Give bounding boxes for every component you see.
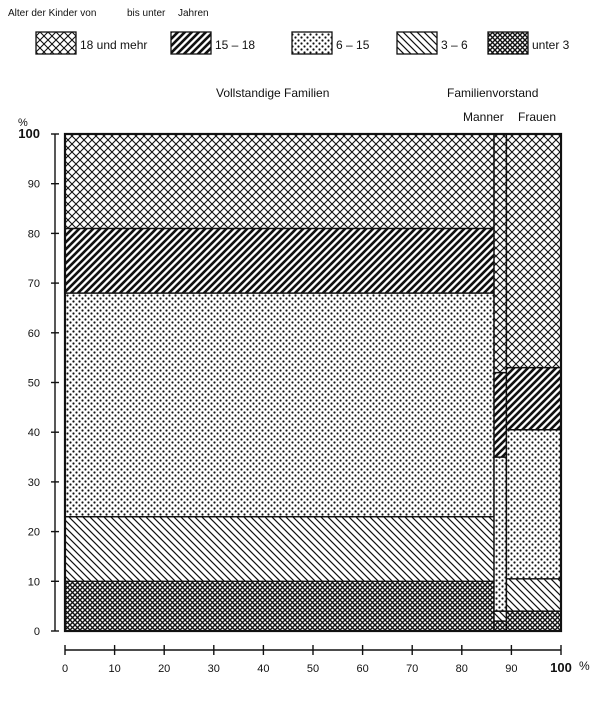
x-tick-label-100: 100 (550, 660, 572, 675)
y-tick-label-50: 50 (28, 378, 40, 390)
legend-swatch-unter-3 (487, 31, 529, 55)
x-tick-label-60: 60 (356, 663, 368, 675)
segment-manner-6-15 (493, 456, 508, 612)
legend-swatch-18-und-mehr (35, 31, 77, 55)
x-tick-label-40: 40 (257, 663, 269, 675)
plot-frame (63, 132, 563, 633)
legend-title-part1: Alter der Kinder von (8, 8, 96, 19)
y-tick-label-40: 40 (28, 427, 40, 439)
x-tick-label-50: 50 (307, 663, 319, 675)
x-tick-label-80: 80 (456, 663, 468, 675)
segment-vollstandige-familien-6-15 (64, 292, 495, 518)
segment-manner-15-18 (493, 371, 508, 458)
segment-vollstandige-familien-18-und-mehr (64, 133, 495, 230)
label-complete-families: Vollstandige Familien (216, 86, 329, 100)
y-tick-label-80: 80 (28, 228, 40, 240)
legend-swatch-3-6 (396, 31, 438, 55)
y-tick-label-100: 100 (18, 126, 40, 141)
y-tick-label-60: 60 (28, 328, 40, 340)
y-tick-label-90: 90 (28, 179, 40, 191)
legend-label-15-18: 15 – 18 (215, 38, 255, 52)
legend-swatch-6-15 (291, 31, 333, 55)
legend-label-unter-3: unter 3 (532, 38, 570, 52)
y-tick-label-30: 30 (28, 477, 40, 489)
segment-manner-unter-3 (493, 620, 508, 632)
segment-frauen-18-und-mehr (505, 133, 562, 369)
plot-area (63, 132, 563, 633)
axes: 0 10 20 30 40 50 60 70 80 90 100 0 10 20 30 40 50 60 70 80 9… (18, 126, 572, 675)
legend-title-part2: bis unter (127, 8, 166, 19)
segment-vollstandige-familien-3-6 (64, 515, 495, 583)
segment-frauen-15-18 (505, 366, 562, 431)
legend-label-6-15: 6 – 15 (336, 38, 370, 52)
legend-swatch-15-18 (170, 31, 212, 55)
segment-frauen-6-15 (505, 429, 562, 580)
x-tick-label-20: 20 (158, 663, 170, 675)
legend-title-part3: Jahren (178, 8, 209, 19)
x-tick-label-30: 30 (208, 663, 220, 675)
segment-frauen-unter-3 (505, 610, 562, 632)
segment-vollstandige-familien-unter-3 (64, 580, 495, 632)
y-tick-label-0: 0 (34, 626, 40, 638)
legend-label-3-6: 3 – 6 (441, 38, 468, 52)
legend: 18 und mehr 15 – 18 6 – 15 3 – 6 unter 3 (35, 31, 570, 55)
x-tick-label-0: 0 (62, 663, 68, 675)
x-tick-label-90: 90 (505, 663, 517, 675)
legend-label-18-und-mehr: 18 und mehr (80, 38, 147, 52)
y-tick-label-20: 20 (28, 527, 40, 539)
label-family-head: Familienvorstand (447, 86, 538, 100)
x-tick-label-70: 70 (406, 663, 418, 675)
x-tick-label-10: 10 (108, 663, 120, 675)
y-tick-label-70: 70 (28, 278, 40, 290)
y-unit-label: % (18, 117, 28, 129)
y-tick-label-10: 10 (28, 576, 40, 588)
x-unit-label: % (579, 659, 590, 673)
segment-manner-3-6 (493, 610, 508, 622)
segment-vollstandige-familien-15-18 (64, 227, 495, 294)
segment-manner-18-und-mehr (493, 133, 508, 374)
label-men: Manner (463, 110, 504, 124)
label-women: Frauen (518, 110, 556, 124)
segment-frauen-3-6 (505, 578, 562, 612)
